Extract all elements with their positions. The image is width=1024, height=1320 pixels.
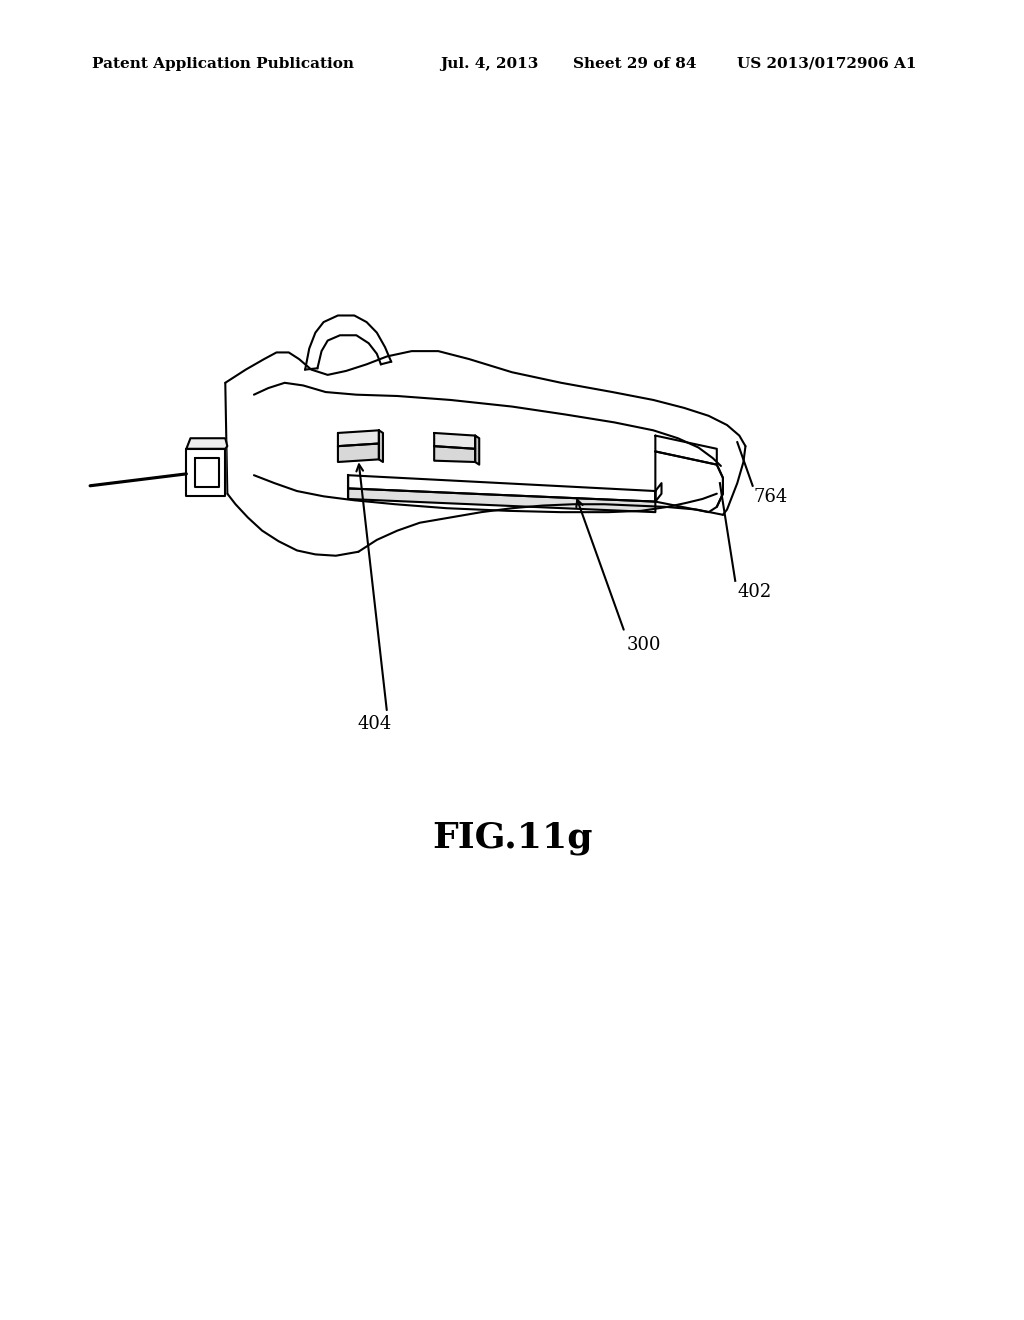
Polygon shape — [186, 449, 225, 496]
Text: US 2013/0172906 A1: US 2013/0172906 A1 — [737, 57, 916, 71]
Polygon shape — [434, 446, 475, 462]
Polygon shape — [195, 458, 219, 487]
Text: FIG.11g: FIG.11g — [432, 821, 592, 855]
Polygon shape — [379, 430, 383, 462]
Text: 404: 404 — [357, 715, 392, 734]
Polygon shape — [348, 488, 655, 512]
Text: 764: 764 — [754, 488, 787, 507]
Polygon shape — [655, 451, 723, 512]
Text: 300: 300 — [627, 636, 662, 655]
Polygon shape — [338, 444, 379, 462]
Polygon shape — [475, 436, 479, 465]
Polygon shape — [338, 430, 379, 446]
Text: Sheet 29 of 84: Sheet 29 of 84 — [573, 57, 697, 71]
Polygon shape — [186, 438, 227, 449]
Text: Patent Application Publication: Patent Application Publication — [92, 57, 354, 71]
Polygon shape — [434, 433, 475, 449]
Text: 402: 402 — [737, 583, 771, 602]
Polygon shape — [348, 475, 655, 502]
Polygon shape — [655, 483, 662, 502]
Text: Jul. 4, 2013: Jul. 4, 2013 — [440, 57, 539, 71]
Polygon shape — [655, 436, 717, 465]
